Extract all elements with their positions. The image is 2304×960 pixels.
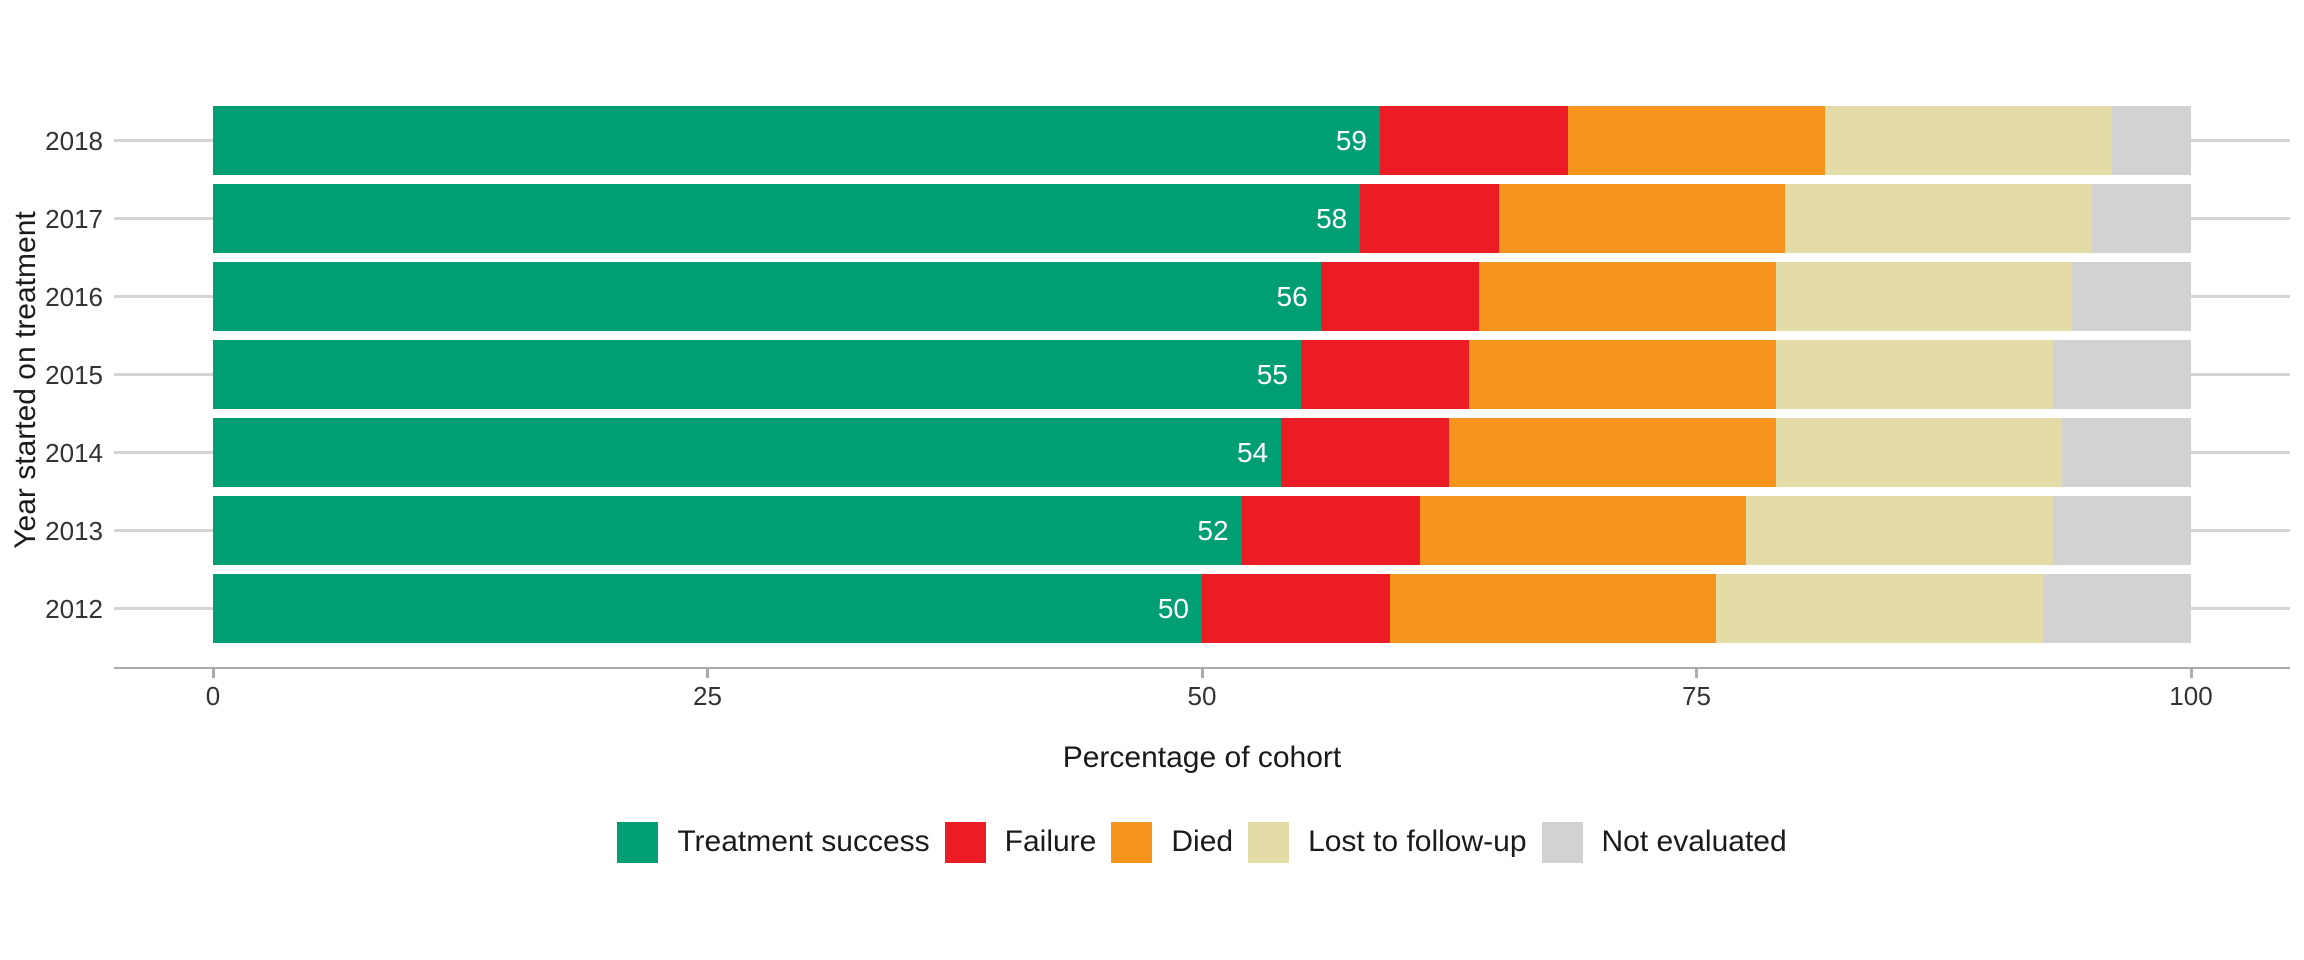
x-axis-title: Percentage of cohort bbox=[1062, 741, 1342, 774]
y-tick-label: 2014 bbox=[45, 437, 103, 468]
bar-segment-treatment-success: 56 bbox=[213, 262, 1321, 331]
legend-label: Failure bbox=[1004, 825, 1097, 858]
bar-value-label: 52 bbox=[1197, 514, 1229, 546]
legend-item: Failure bbox=[944, 821, 1097, 863]
bar-row: 52 bbox=[213, 496, 2191, 565]
bar-segment-died bbox=[1449, 418, 1776, 487]
bar-row: 54 bbox=[213, 418, 2191, 487]
legend-label: Lost to follow-up bbox=[1308, 825, 1527, 858]
bar-segment-failure bbox=[1360, 184, 1499, 253]
bar-segment-not-evaluated bbox=[2092, 184, 2191, 253]
bar-segment-not-evaluated bbox=[2062, 418, 2191, 487]
bar-segment-lost-to-follow-up bbox=[1775, 418, 2063, 487]
legend-label: Treatment success bbox=[677, 825, 930, 858]
legend-item: Died bbox=[1111, 821, 1234, 863]
bar-segment-died bbox=[1478, 262, 1776, 331]
x-tick-label: 100 bbox=[2169, 681, 2213, 711]
legend-swatch-failure bbox=[944, 821, 986, 863]
bar-segment-not-evaluated bbox=[2052, 340, 2191, 409]
legend-swatch-not-evaluated bbox=[1541, 821, 1583, 863]
x-tick-label: 50 bbox=[1187, 681, 1217, 711]
bar-segment-lost-to-follow-up bbox=[1785, 184, 2093, 253]
legend-item: Treatment success bbox=[617, 821, 930, 863]
legend-label: Not evaluated bbox=[1601, 825, 1787, 858]
bar-segment-died bbox=[1567, 106, 1826, 175]
bar-segment-lost-to-follow-up bbox=[1716, 574, 2043, 643]
bar-segment-failure bbox=[1320, 262, 1479, 331]
bar-segment-treatment-success: 54 bbox=[213, 418, 1282, 487]
x-tick-mark bbox=[211, 669, 215, 678]
y-tick-label: 2015 bbox=[45, 359, 103, 390]
bar-row: 56 bbox=[213, 262, 2191, 331]
bar-segment-failure bbox=[1241, 496, 1420, 565]
legend-swatch-lost-to-follow-up bbox=[1248, 821, 1290, 863]
y-tick-label: 2013 bbox=[45, 515, 103, 546]
bar-segment-treatment-success: 59 bbox=[213, 106, 1381, 175]
x-tick-mark bbox=[1200, 669, 1204, 678]
bar-segment-failure bbox=[1281, 418, 1450, 487]
x-tick-mark bbox=[2189, 669, 2193, 678]
x-tick-mark bbox=[706, 669, 709, 678]
x-tick-label: 25 bbox=[693, 681, 722, 711]
bar-segment-died bbox=[1498, 184, 1786, 253]
bar-segment-not-evaluated bbox=[2042, 574, 2191, 643]
bar-value-label: 54 bbox=[1236, 436, 1269, 468]
bar-segment-not-evaluated bbox=[2072, 262, 2191, 331]
y-tick-label: 2012 bbox=[45, 593, 103, 624]
bar-segment-died bbox=[1469, 340, 1776, 409]
bar-row: 59 bbox=[213, 106, 2191, 175]
bar-segment-lost-to-follow-up bbox=[1825, 106, 2112, 175]
x-tick-mark bbox=[1695, 669, 1698, 678]
legend-swatch-treatment-success bbox=[617, 821, 659, 863]
bar-segment-treatment-success: 52 bbox=[213, 496, 1242, 565]
legend-item: Not evaluated bbox=[1541, 821, 1787, 863]
bar-row: 50 bbox=[213, 574, 2191, 643]
bar-segment-treatment-success: 50 bbox=[213, 574, 1202, 643]
legend: Treatment success Failure Died Lost to foll… bbox=[114, 821, 2290, 863]
bar-row: 58 bbox=[213, 184, 2191, 253]
bar-segment-lost-to-follow-up bbox=[1775, 262, 2073, 331]
legend-swatch-died bbox=[1111, 821, 1153, 863]
bar-segment-failure bbox=[1300, 340, 1470, 409]
bar-segment-not-evaluated bbox=[2111, 106, 2191, 175]
bar-value-label: 56 bbox=[1276, 280, 1308, 312]
y-tick-label: 2018 bbox=[45, 125, 103, 156]
bar-row: 55 bbox=[213, 340, 2191, 409]
bar-value-label: 58 bbox=[1316, 202, 1348, 234]
bar-segment-failure bbox=[1202, 574, 1390, 643]
legend-item: Lost to follow-up bbox=[1248, 821, 1527, 863]
bar-segment-treatment-success: 58 bbox=[213, 184, 1361, 253]
bar-segment-died bbox=[1419, 496, 1746, 565]
plot-panel: 59 58 56 55 54 52 50 bbox=[114, 94, 2290, 669]
y-tick-label: 2017 bbox=[45, 203, 103, 234]
bar-value-label: 55 bbox=[1256, 358, 1288, 390]
bar-value-label: 59 bbox=[1335, 124, 1368, 156]
y-tick-label: 2016 bbox=[45, 281, 103, 312]
bar-segment-not-evaluated bbox=[2052, 496, 2191, 565]
x-tick-label: 75 bbox=[1682, 681, 1711, 711]
x-tick-label: 0 bbox=[205, 681, 221, 711]
bar-segment-failure bbox=[1380, 106, 1568, 175]
bar-segment-lost-to-follow-up bbox=[1775, 340, 2053, 409]
bar-segment-died bbox=[1389, 574, 1717, 643]
legend-label: Died bbox=[1171, 825, 1234, 858]
bar-segment-treatment-success: 55 bbox=[213, 340, 1301, 409]
bar-value-label: 50 bbox=[1157, 592, 1189, 624]
bar-segment-lost-to-follow-up bbox=[1745, 496, 2053, 565]
